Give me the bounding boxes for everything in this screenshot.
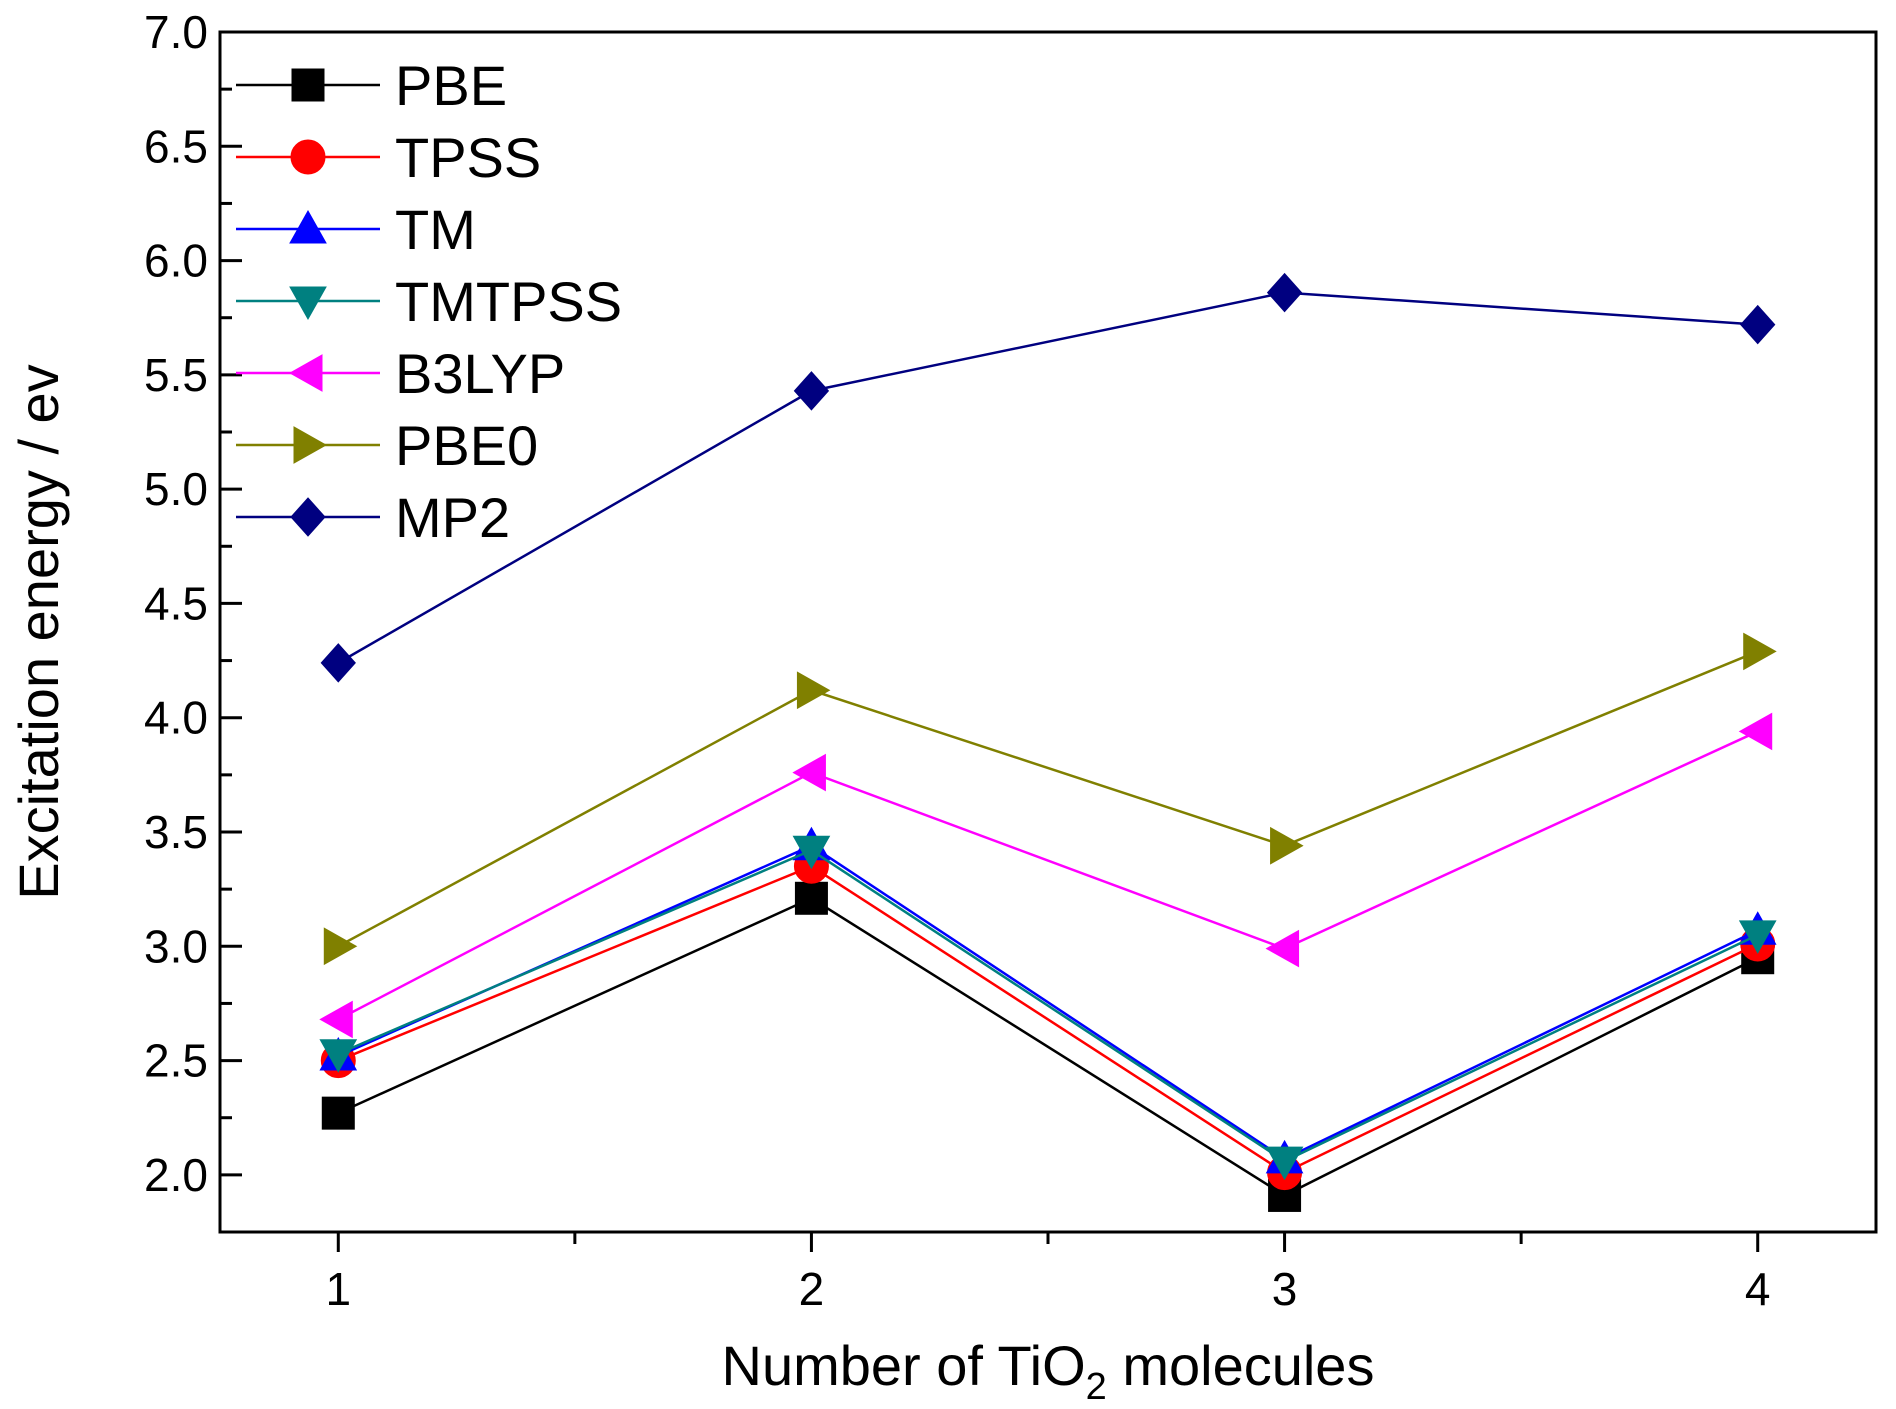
y-tick-label: 6.0	[144, 235, 208, 287]
legend-label-mp2: MP2	[395, 486, 510, 549]
data-point-b3lyp	[319, 1000, 353, 1039]
x-axis-title: Number of TiO2 molecules	[722, 1334, 1375, 1408]
data-point-mp2	[1740, 304, 1776, 345]
x-axis-title-main: Number of TiO	[722, 1334, 1086, 1397]
legend-item-tm: TM	[236, 198, 476, 261]
x-tick-label: 4	[1745, 1263, 1771, 1315]
legend-label-pbe0: PBE0	[395, 414, 538, 477]
legend-label-tm: TM	[395, 198, 476, 261]
data-point-pbe	[321, 1096, 355, 1130]
legend-label-b3lyp: B3LYP	[395, 342, 565, 405]
data-point-pbe0	[323, 927, 358, 966]
legend-item-b3lyp: B3LYP	[236, 342, 565, 405]
legend: PBE TPSS TM TMTPSS B3LYP PBE0 MP2	[236, 54, 622, 549]
series-pbe0	[323, 632, 1777, 966]
data-point-tmtpss	[1265, 1146, 1304, 1181]
series-tmtpss	[319, 835, 1777, 1181]
y-tick-label: 6.5	[144, 120, 208, 172]
data-point-pbe	[794, 881, 828, 915]
y-axis-title: Excitation energy / ev	[7, 364, 70, 899]
y-tick-label: 7.0	[144, 6, 208, 58]
legend-item-pbe: PBE	[236, 54, 507, 117]
data-point-mp2	[793, 371, 830, 411]
x-axis: 1 2 3 4	[325, 1232, 1771, 1315]
legend-item-pbe0: PBE0	[236, 414, 538, 477]
series-line-tpss	[337, 864, 1759, 1175]
legend-marker-tm	[289, 209, 327, 244]
series-line-mp2	[337, 291, 1758, 664]
data-point-pbe0	[796, 671, 831, 710]
legend-item-mp2: MP2	[236, 486, 510, 549]
data-point-pbe0	[1743, 632, 1777, 671]
data-point-b3lyp	[792, 753, 826, 792]
series-mp2	[320, 272, 1776, 683]
series-line-pbe	[337, 896, 1759, 1197]
data-point-mp2	[1266, 272, 1303, 313]
series-line-pbe0	[337, 650, 1759, 948]
series-layer	[319, 272, 1777, 1212]
legend-marker-tpss	[290, 139, 326, 175]
y-tick-label: 2.0	[144, 1149, 208, 1201]
legend-item-tmtpss: TMTPSS	[236, 270, 622, 333]
legend-label-pbe: PBE	[395, 54, 507, 117]
legend-marker-tmtpss	[289, 286, 327, 321]
legend-item-tpss: TPSS	[236, 126, 541, 189]
x-tick-label: 3	[1272, 1263, 1298, 1315]
legend-marker-b3lyp	[288, 354, 323, 392]
x-axis-title-rest: molecules	[1107, 1334, 1375, 1397]
data-point-tmtpss	[319, 1039, 358, 1073]
x-axis-title-subscript: 2	[1086, 1366, 1107, 1408]
legend-label-tmtpss: TMTPSS	[395, 270, 622, 333]
data-point-tmtpss	[1738, 920, 1777, 954]
y-tick-label: 3.5	[144, 806, 208, 858]
y-tick-label: 5.5	[144, 349, 208, 401]
y-tick-label: 2.5	[144, 1035, 208, 1087]
legend-marker-pbe	[291, 68, 325, 102]
legend-marker-mp2	[290, 497, 326, 537]
data-point-tmtpss	[792, 835, 831, 870]
series-b3lyp	[319, 712, 1773, 1039]
data-point-mp2	[320, 643, 356, 683]
y-tick-label: 5.0	[144, 463, 208, 515]
data-point-b3lyp	[1738, 712, 1773, 751]
legend-marker-pbe0	[293, 426, 328, 464]
y-tick-label: 4.0	[144, 692, 208, 744]
y-axis: 2.0 2.5 3.0 3.5 4.0 4.5 5.0 5.5 6.0 6.5 7.0	[144, 6, 242, 1201]
y-tick-label: 3.0	[144, 920, 208, 972]
x-tick-label: 1	[325, 1263, 351, 1315]
series-line-b3lyp	[337, 730, 1759, 1021]
data-point-pbe0	[1270, 826, 1304, 865]
data-point-b3lyp	[1265, 929, 1300, 968]
x-tick-label: 2	[799, 1263, 825, 1315]
legend-label-tpss: TPSS	[395, 126, 541, 189]
series-line-tmtpss	[337, 848, 1759, 1163]
y-tick-label: 4.5	[144, 577, 208, 629]
